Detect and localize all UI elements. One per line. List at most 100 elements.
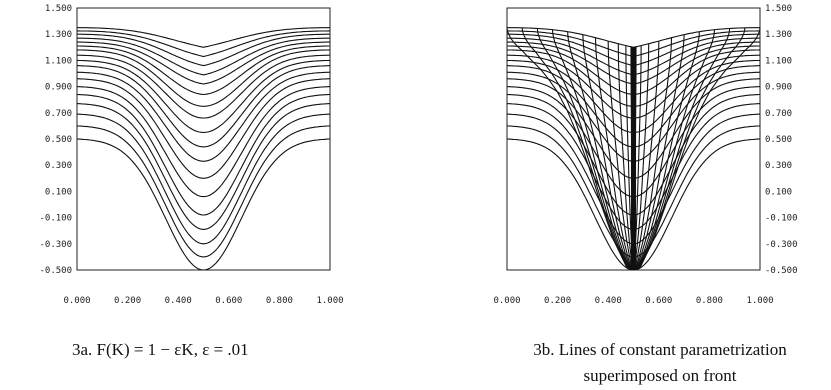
y-tick-label: 0.900: [45, 83, 72, 93]
parametrization-lines-3b: [506, 27, 761, 271]
caption-3a: 3a. F(K) = 1 − εK, ε = .01: [72, 340, 249, 359]
parametrization-line: [582, 34, 632, 270]
front-curve: [507, 30, 760, 58]
front-curve: [506, 71, 761, 162]
x-tick-label: 1.000: [316, 296, 343, 306]
caption-3b-line2: superimposed on front: [584, 366, 737, 385]
front-curve: [77, 45, 330, 96]
front-curve: [76, 27, 331, 48]
front-curve: [506, 59, 761, 133]
front-curve: [76, 138, 331, 271]
front-curve: [506, 27, 761, 48]
front-curve: [506, 93, 761, 216]
front-curve: [507, 45, 760, 96]
front-curve: [507, 54, 760, 119]
y-tick-label: 1.300: [765, 30, 792, 40]
x-tick-label: 0.600: [215, 296, 242, 306]
y-tick-labels-3a: 1.500 1.300 1.100 0.900 0.700 0.500 0.300 0.100…: [39, 4, 72, 276]
y-tick-labels-3b: 1.500 1.300 1.100 0.900 0.700 0.500 0.300 0.100…: [765, 4, 798, 276]
parametrization-line: [607, 41, 633, 271]
x-tick-label: 0.400: [595, 296, 622, 306]
y-tick-label: 0.500: [45, 135, 72, 145]
fronts-3a: [76, 27, 331, 271]
front-curve: [76, 78, 331, 179]
parametrization-line: [638, 27, 746, 269]
panel-3a: 1.500 1.300 1.100 0.900 0.700 0.500 0.300 0.100…: [39, 4, 343, 359]
parametrization-line: [625, 45, 634, 271]
fronts-3b: [506, 27, 761, 271]
front-curve: [76, 71, 331, 162]
parametrization-line: [634, 37, 673, 270]
y-tick-label: 0.700: [45, 109, 72, 119]
y-tick-label: -0.500: [39, 266, 72, 276]
y-tick-label: 1.100: [765, 56, 792, 66]
x-tick-label: 0.600: [645, 296, 672, 306]
front-curve: [76, 86, 331, 198]
x-tick-label: 0.800: [266, 296, 293, 306]
y-tick-label: 1.500: [765, 4, 792, 14]
parametrization-line: [635, 34, 685, 270]
panel-3b: 1.500 1.300 1.100 0.900 0.700 0.500 0.300 0.100…: [493, 4, 797, 385]
y-tick-label: -0.300: [39, 240, 72, 250]
front-curve: [76, 37, 331, 76]
front-curve: [506, 113, 761, 245]
caption-3b-line1: 3b. Lines of constant parametrization: [533, 340, 787, 359]
front-curve: [76, 59, 331, 133]
y-tick-label: -0.500: [765, 266, 798, 276]
x-tick-label: 0.000: [63, 296, 90, 306]
front-curve: [76, 93, 331, 216]
parametrization-line: [617, 43, 634, 271]
parametrization-line: [567, 31, 631, 270]
y-tick-label: 0.300: [765, 161, 792, 171]
y-tick-label: -0.300: [765, 240, 798, 250]
front-curve: [506, 65, 761, 148]
front-curve: [506, 103, 761, 230]
x-tick-label: 0.400: [165, 296, 192, 306]
y-tick-label: -0.100: [765, 214, 798, 224]
y-tick-label: 0.100: [765, 187, 792, 197]
front-curve: [506, 37, 761, 76]
parametrization-line: [636, 29, 716, 270]
front-curve: [77, 41, 330, 85]
front-curve: [76, 65, 331, 148]
front-curve: [506, 125, 761, 258]
parametrization-line: [633, 45, 642, 271]
front-curve: [76, 49, 331, 107]
parametrization-line: [551, 29, 631, 270]
y-tick-label: 0.300: [45, 161, 72, 171]
parametrization-line: [639, 27, 761, 269]
y-tick-label: 0.100: [45, 187, 72, 197]
parametrization-line: [636, 31, 700, 270]
x-tick-label: 0.800: [696, 296, 723, 306]
front-curve: [506, 138, 761, 271]
x-tick-label: 0.200: [114, 296, 141, 306]
parametrization-line: [506, 27, 628, 269]
front-curve: [506, 78, 761, 179]
front-curve: [507, 33, 760, 67]
y-tick-label: 1.100: [45, 56, 72, 66]
parametrization-line: [633, 43, 650, 271]
front-curve: [76, 125, 331, 258]
y-tick-label: 1.300: [45, 30, 72, 40]
parametrization-line: [536, 28, 630, 270]
y-tick-label: 0.700: [765, 109, 792, 119]
x-tick-labels-3a: 0.000 0.200 0.400 0.600 0.800 1.000: [63, 296, 343, 306]
y-tick-label: -0.100: [39, 214, 72, 224]
x-tick-labels-3b: 0.000 0.200 0.400 0.600 0.800 1.000: [493, 296, 773, 306]
front-curve: [506, 49, 761, 107]
parametrization-line: [634, 41, 660, 271]
front-curve: [507, 41, 760, 85]
y-tick-label: 0.900: [765, 83, 792, 93]
x-tick-label: 0.200: [544, 296, 571, 306]
y-tick-label: 1.500: [45, 4, 72, 14]
parametrization-line: [637, 28, 731, 270]
parametrization-line: [594, 37, 633, 270]
front-curve: [77, 54, 330, 119]
y-tick-label: 0.500: [765, 135, 792, 145]
x-tick-label: 0.000: [493, 296, 520, 306]
front-curve: [76, 113, 331, 245]
front-curve: [76, 103, 331, 230]
front-curve: [77, 33, 330, 67]
parametrization-line: [521, 27, 629, 269]
